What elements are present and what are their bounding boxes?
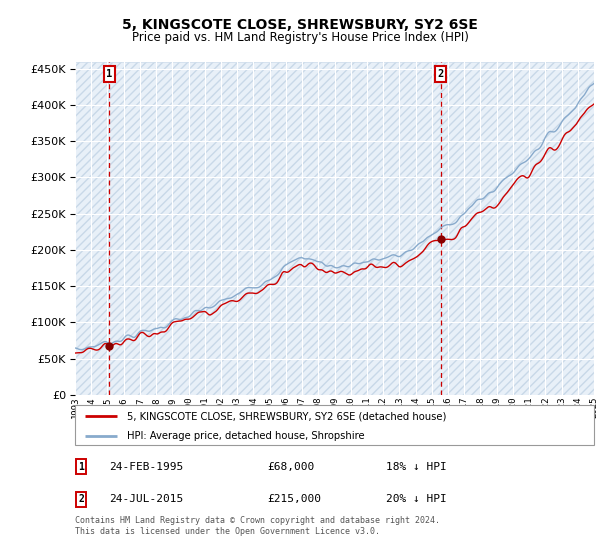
Text: Price paid vs. HM Land Registry's House Price Index (HPI): Price paid vs. HM Land Registry's House … xyxy=(131,31,469,44)
Text: 1: 1 xyxy=(78,461,84,472)
Text: 2: 2 xyxy=(78,494,84,505)
Text: 18% ↓ HPI: 18% ↓ HPI xyxy=(386,461,447,472)
Text: 24-JUL-2015: 24-JUL-2015 xyxy=(109,494,183,505)
Text: 24-FEB-1995: 24-FEB-1995 xyxy=(109,461,183,472)
Text: HPI: Average price, detached house, Shropshire: HPI: Average price, detached house, Shro… xyxy=(127,431,365,441)
FancyBboxPatch shape xyxy=(75,405,594,445)
Text: £68,000: £68,000 xyxy=(267,461,314,472)
Text: £215,000: £215,000 xyxy=(267,494,321,505)
Text: 5, KINGSCOTE CLOSE, SHREWSBURY, SY2 6SE: 5, KINGSCOTE CLOSE, SHREWSBURY, SY2 6SE xyxy=(122,18,478,32)
Text: 5, KINGSCOTE CLOSE, SHREWSBURY, SY2 6SE (detached house): 5, KINGSCOTE CLOSE, SHREWSBURY, SY2 6SE … xyxy=(127,411,446,421)
Text: 20% ↓ HPI: 20% ↓ HPI xyxy=(386,494,447,505)
Text: 1: 1 xyxy=(106,69,113,79)
Text: Contains HM Land Registry data © Crown copyright and database right 2024.
This d: Contains HM Land Registry data © Crown c… xyxy=(75,516,440,536)
Text: 2: 2 xyxy=(437,69,444,79)
